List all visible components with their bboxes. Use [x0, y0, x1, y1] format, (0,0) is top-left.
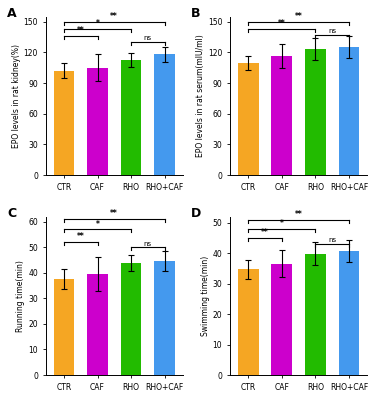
Text: 101.92±7.37: 101.92±7.37 — [61, 126, 66, 162]
Bar — [238, 270, 259, 375]
Bar — [54, 71, 74, 175]
Text: 109.61±7.22: 109.61±7.22 — [246, 125, 251, 162]
Text: **: ** — [110, 210, 118, 218]
Text: D: D — [192, 207, 202, 220]
Text: 44.67±4.10: 44.67±4.10 — [162, 328, 167, 361]
Bar — [54, 279, 74, 375]
Bar — [238, 63, 259, 175]
Text: **: ** — [77, 26, 84, 35]
Text: 39.58±6.57: 39.58±6.57 — [95, 330, 100, 363]
Text: 36.61±4.35: 36.61±4.35 — [279, 329, 284, 362]
Text: B: B — [192, 7, 201, 20]
Text: 105.08±13.11: 105.08±13.11 — [95, 122, 100, 162]
Text: 34.68±3.26: 34.68±3.26 — [246, 330, 251, 362]
Bar — [121, 60, 141, 175]
Text: 40.72±3.62: 40.72±3.62 — [346, 328, 351, 360]
Bar — [271, 56, 292, 175]
Bar — [305, 49, 326, 175]
Text: *: * — [280, 219, 284, 228]
Text: 116.52±11.68: 116.52±11.68 — [279, 121, 284, 161]
Text: 37.58±4.06: 37.58±4.06 — [61, 331, 66, 364]
Text: ns: ns — [328, 237, 336, 243]
Text: **: ** — [110, 12, 118, 21]
Bar — [121, 263, 141, 375]
Bar — [271, 264, 292, 375]
Text: 125.45±10.65: 125.45±10.65 — [346, 120, 351, 160]
Text: C: C — [7, 207, 16, 220]
Text: ns: ns — [144, 36, 152, 42]
Text: 112.75±6.51: 112.75±6.51 — [129, 125, 133, 161]
Text: ns: ns — [328, 28, 336, 34]
Text: **: ** — [77, 232, 84, 242]
Text: 118.17±7.60: 118.17±7.60 — [162, 124, 167, 160]
Bar — [87, 274, 108, 375]
Text: ns: ns — [144, 240, 152, 246]
Text: **: ** — [261, 228, 269, 237]
Bar — [154, 54, 175, 175]
Y-axis label: EPO levels in rat serum(mIU/ml): EPO levels in rat serum(mIU/ml) — [196, 34, 205, 157]
Y-axis label: Running time(min): Running time(min) — [16, 260, 25, 332]
Text: 123.41±10.52: 123.41±10.52 — [313, 120, 318, 160]
Text: **: ** — [295, 12, 302, 21]
Bar — [87, 68, 108, 175]
Text: A: A — [7, 7, 17, 20]
Bar — [339, 47, 359, 175]
Text: *: * — [95, 19, 100, 28]
Bar — [305, 254, 326, 375]
Bar — [339, 251, 359, 375]
Text: **: ** — [295, 210, 302, 219]
Text: *: * — [95, 220, 100, 229]
Text: 43.92±3.12: 43.92±3.12 — [129, 329, 133, 362]
Bar — [154, 261, 175, 375]
Y-axis label: EPO levels in rat kidney(%): EPO levels in rat kidney(%) — [12, 44, 21, 148]
Y-axis label: Swimming time(min): Swimming time(min) — [201, 256, 210, 336]
Text: **: ** — [278, 19, 286, 28]
Text: 39.91±3.91: 39.91±3.91 — [313, 328, 318, 360]
